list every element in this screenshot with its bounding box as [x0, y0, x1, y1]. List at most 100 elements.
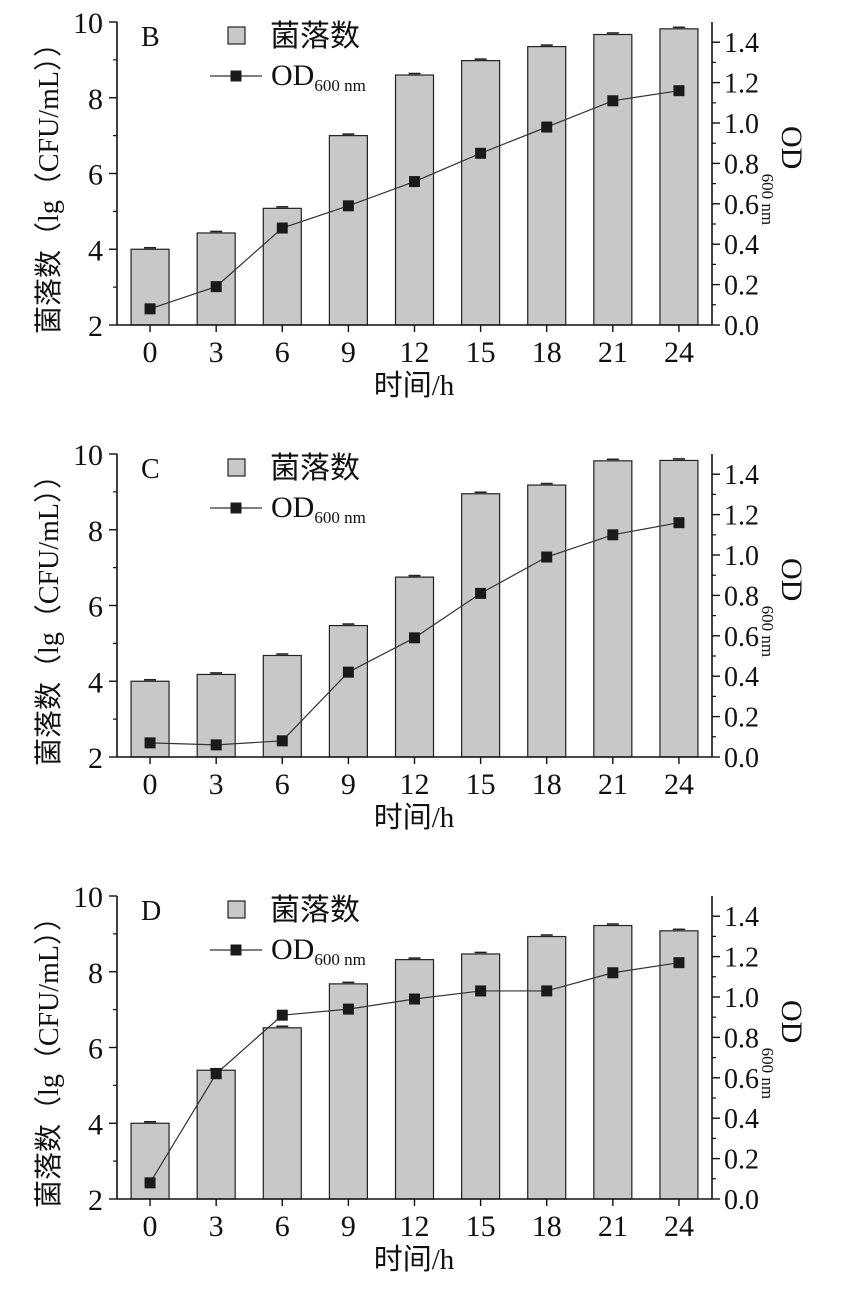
- x-tick-label: 12: [400, 768, 430, 801]
- y-tick-label-right: 0.4: [724, 230, 759, 261]
- y-tick-label-right: 0.8: [724, 1023, 759, 1054]
- od-point: [673, 957, 685, 969]
- od-point: [607, 967, 619, 979]
- y-tick-label-left: 4: [88, 234, 103, 267]
- x-tick-label: 18: [532, 336, 562, 369]
- y-tick-label-right: 0.0: [724, 311, 759, 342]
- bar: [262, 1027, 302, 1200]
- od-point: [144, 303, 156, 315]
- y-tick-label-right: 1.0: [724, 983, 759, 1014]
- legend-line-label-sub: 600 nm: [314, 76, 365, 95]
- od-point: [673, 517, 685, 529]
- y-tick-label-right: 0.6: [724, 190, 759, 221]
- legend-line-marker: [230, 944, 242, 956]
- od-point: [342, 200, 354, 212]
- x-tick-label: 9: [341, 768, 356, 801]
- y-axis-label-left: 菌落数（lg（CFU/mL））: [33, 461, 65, 766]
- y-tick-label-right: 1.2: [724, 501, 759, 532]
- y-tick-label-left: 6: [88, 591, 103, 624]
- bar: [394, 74, 435, 326]
- y-tick-label-left: 8: [88, 83, 103, 116]
- od-point: [475, 147, 487, 159]
- x-tick-label: 3: [209, 768, 224, 801]
- bar: [328, 983, 368, 1200]
- bar: [527, 46, 567, 326]
- chart-panel-c: 2 4 6 8 10 0.0 0.2 0.4 0.6 0.8 1.0 1.2 1.4 0 3 6 9 12 15 18…: [0, 432, 853, 864]
- x-tick-label: 15: [466, 1210, 496, 1243]
- x-tick-label: 3: [209, 1210, 224, 1243]
- y-tick-label-left: 8: [88, 957, 103, 990]
- y-tick-label-right: 0.6: [724, 622, 759, 653]
- y-tick-label-right: 0.2: [724, 703, 759, 734]
- y-tick-label-right: 0.6: [724, 1064, 759, 1095]
- x-tick-label: 12: [400, 336, 430, 369]
- od-point: [475, 985, 487, 997]
- x-tick-label: 3: [209, 336, 224, 369]
- legend-line-marker: [230, 502, 242, 514]
- y-tick-label-right: 1.4: [724, 28, 759, 59]
- od-point: [144, 737, 156, 749]
- legend-bar-label: 菌落数: [270, 894, 360, 927]
- chart-panel-b: 2 4 6 8 10 0.0 0.2 0.4 0.6 0.8 1.0 1.2 1.4 0 3 6 9 12 15 18…: [0, 0, 853, 432]
- legend-line-label-sub: 600 nm: [314, 508, 365, 527]
- bar: [196, 1069, 236, 1200]
- legend-line-label: OD600 nm: [271, 491, 366, 527]
- legend-line-label-main: OD: [271, 491, 314, 524]
- od-point: [541, 551, 553, 563]
- y-axis-label-right-main: OD: [775, 558, 808, 601]
- y-tick-label-left: 2: [88, 742, 103, 775]
- x-tick-label: 6: [275, 336, 290, 369]
- x-axis-label: 时间/h: [374, 801, 455, 834]
- od-point: [276, 735, 288, 747]
- legend-line-label: OD600 nm: [271, 59, 366, 95]
- bar: [461, 493, 501, 758]
- y-tick-label-left: 4: [88, 1108, 103, 1141]
- y-axis-label-right-sub: 600 nm: [758, 1043, 777, 1099]
- bar: [593, 33, 633, 326]
- legend-line-marker: [230, 70, 242, 82]
- legend-line-label: OD600 nm: [271, 933, 366, 969]
- legend-line-label-main: OD: [271, 933, 314, 966]
- bar: [328, 624, 368, 758]
- od-point: [276, 222, 288, 234]
- y-axis-label-right-sub: 600 nm: [758, 169, 777, 225]
- x-tick-label: 15: [466, 768, 496, 801]
- x-tick-label: 9: [341, 1210, 356, 1243]
- x-tick-label: 21: [598, 1210, 628, 1243]
- od-point: [607, 529, 619, 541]
- od-point: [276, 1009, 288, 1021]
- x-tick-label: 21: [598, 336, 628, 369]
- x-tick-label: 6: [275, 1210, 290, 1243]
- y-axis-label-right-main: OD: [775, 126, 808, 169]
- od-point: [541, 985, 553, 997]
- y-tick-label-right: 0.2: [724, 271, 759, 302]
- x-axis-label: 时间/h: [374, 369, 455, 402]
- y-axis-label-right-sub: 600 nm: [758, 601, 777, 657]
- od-point: [673, 85, 685, 97]
- bar: [262, 207, 302, 326]
- bar: [593, 924, 633, 1200]
- x-axis-label: 时间/h: [374, 1243, 455, 1276]
- y-tick-label-right: 0.4: [724, 662, 759, 693]
- x-tick-label: 15: [466, 336, 496, 369]
- od-point: [342, 1003, 354, 1015]
- legend-line-label-sub: 600 nm: [314, 950, 365, 969]
- y-tick-label-right: 1.0: [724, 541, 759, 572]
- y-tick-label-left: 10: [73, 7, 103, 40]
- panel-label: D: [141, 896, 161, 927]
- y-tick-label-right: 1.4: [724, 460, 759, 491]
- x-tick-label: 0: [143, 1210, 158, 1243]
- bar: [527, 935, 567, 1200]
- y-axis-label-right-main: OD: [775, 1000, 808, 1043]
- legend-bar-label: 菌落数: [270, 452, 360, 485]
- y-tick-label-right: 1.0: [724, 109, 759, 140]
- y-tick-label-left: 8: [88, 515, 103, 548]
- y-axis-label-right: OD 600 nm: [758, 1000, 808, 1099]
- y-tick-label-right: 0.8: [724, 149, 759, 180]
- bar: [328, 135, 368, 326]
- y-tick-label-right: 0.0: [724, 1185, 759, 1216]
- bar: [196, 232, 236, 326]
- bar: [593, 460, 633, 758]
- y-tick-label-right: 1.2: [724, 943, 759, 974]
